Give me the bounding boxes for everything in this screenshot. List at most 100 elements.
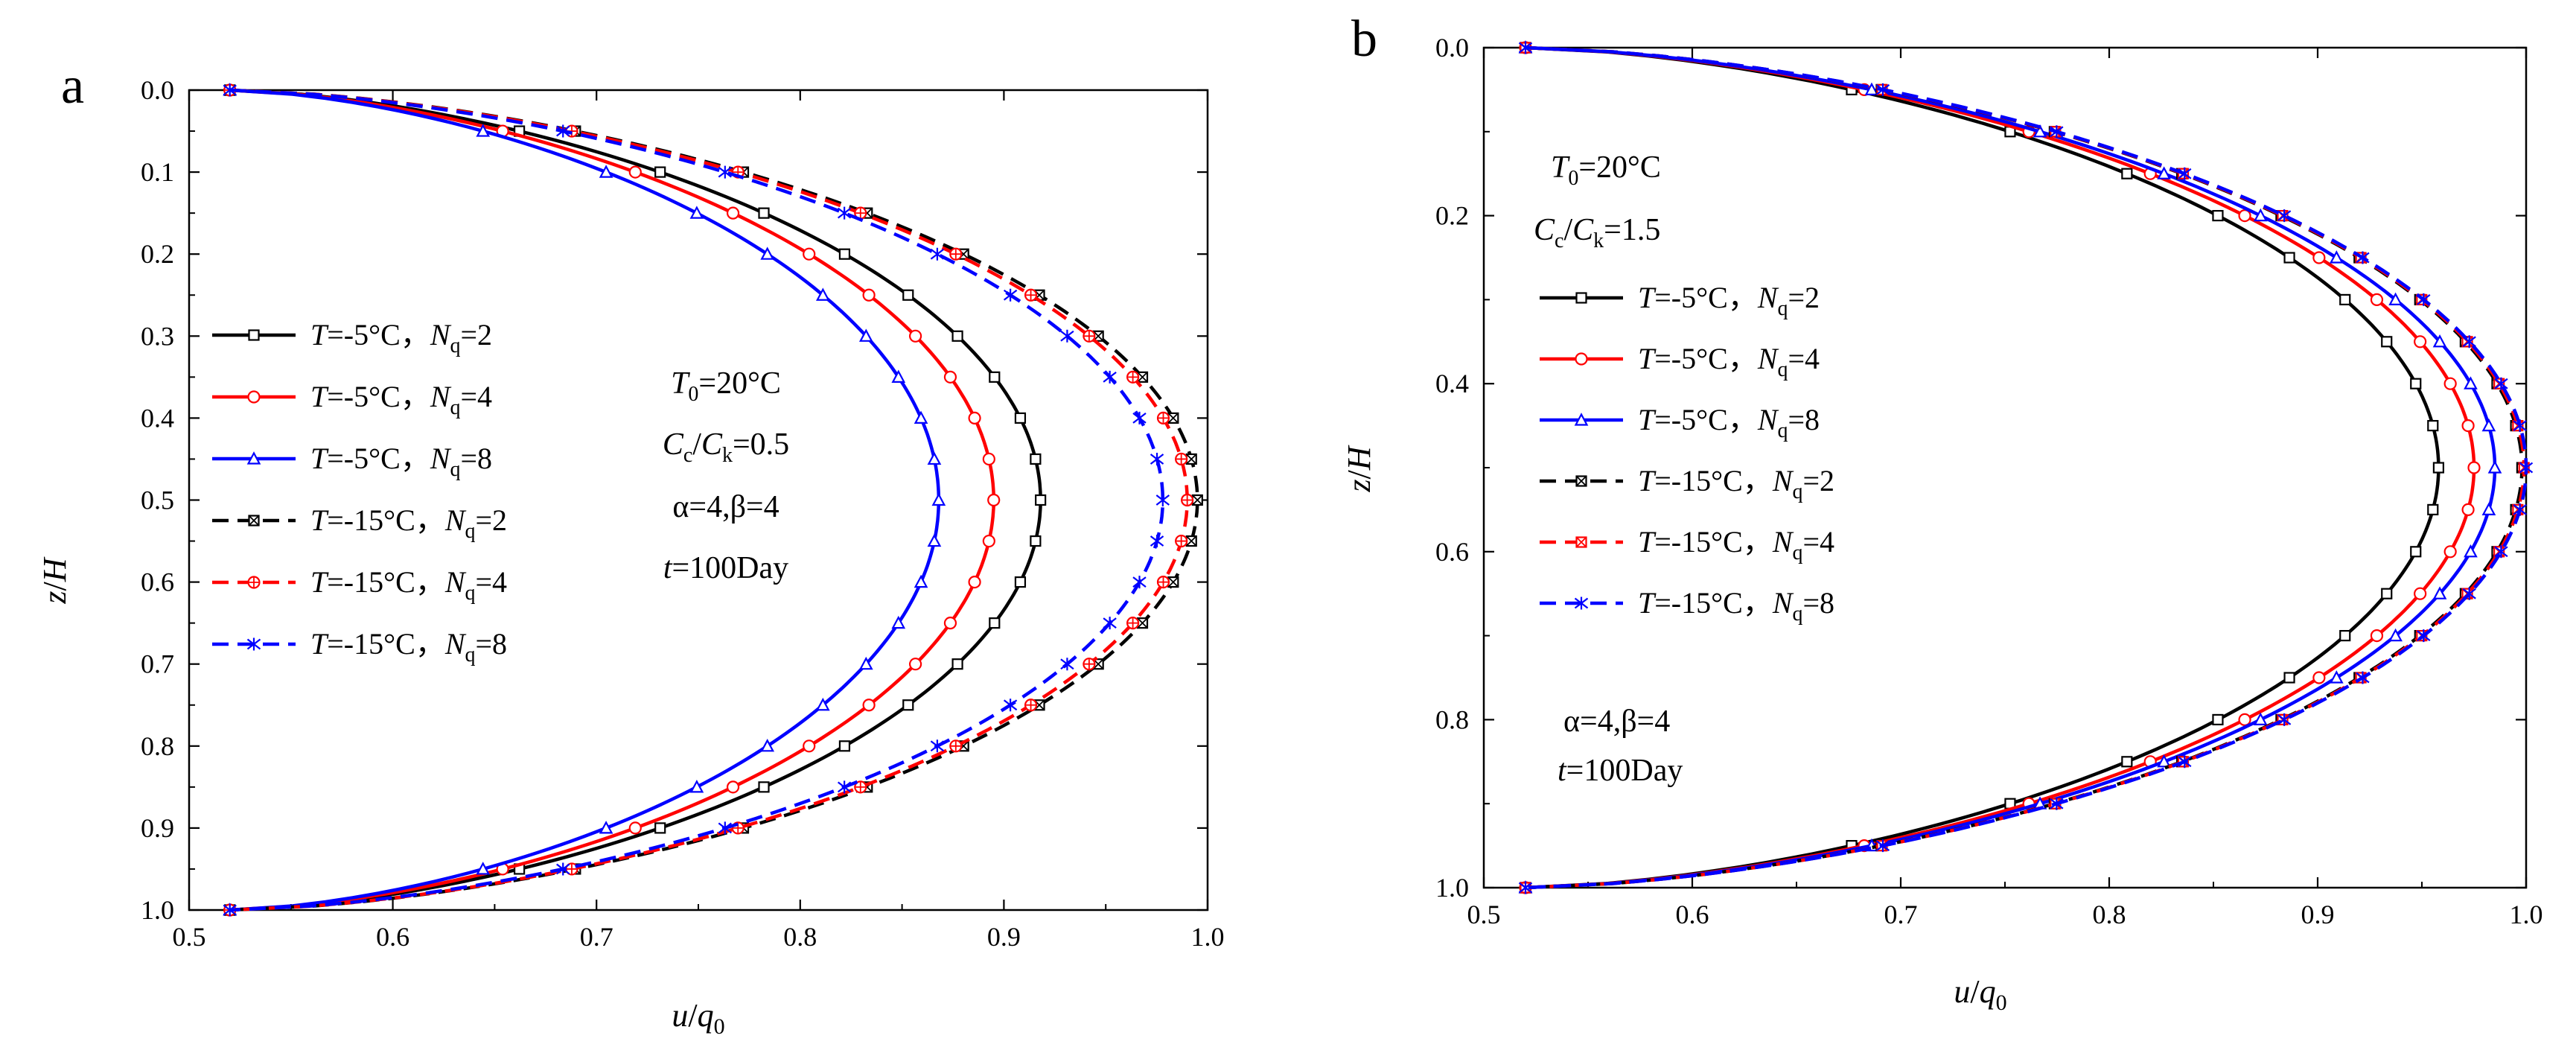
panel-a-legend-marker-4 <box>248 515 260 526</box>
panel-b-legend-marker-2 <box>1575 352 1588 366</box>
panel-b-series-6-point <box>2513 503 2527 516</box>
panel-b-series-3-point <box>2253 712 2268 726</box>
panel-a-series-6-point <box>1060 329 1074 343</box>
panel-a-series-2-point <box>982 534 995 548</box>
panel-a-series-6-point <box>1003 288 1018 302</box>
panel-a-series-6-point <box>556 862 570 876</box>
panel-a-series-1-point <box>758 781 770 793</box>
panel-b-series-3-point <box>2033 124 2047 138</box>
panel-b-series-1-point <box>2212 713 2224 726</box>
panel-b-legend-marker-3 <box>1574 413 1589 426</box>
panel-a-series-2-point <box>862 699 876 712</box>
panel-a-legend: T=-5°C，Nq=2 T=-5°C，Nq=4 T=-5°C，Nq=8 T=-15°C… <box>212 318 507 667</box>
panel-b-series-3-point <box>2432 586 2447 599</box>
panel-a-series-5-point <box>949 739 963 753</box>
panel-a-series-6 <box>223 83 1170 917</box>
panel-b-series-2-point <box>2414 335 2427 349</box>
panel-a-series-1-point <box>654 822 666 834</box>
panel-a-series-1-point <box>1030 535 1042 547</box>
panel-a-series-3-point <box>760 738 775 752</box>
panel-a-series-3-point <box>815 287 830 301</box>
panel-a-plot-area: 0.5 0.6 0.7 0.8 0.9 1.0 0.0 0.1 0.2 0.3 0.4 0.5 0.6 0… <box>141 75 1225 952</box>
panel-a-series-3-point <box>760 246 775 260</box>
panel-a-ratio-annotation: Cc/Ck=0.5 <box>663 427 789 467</box>
panel-a-legend-label-1: T=-5°C，Nq=2 <box>310 318 492 357</box>
panel-a-series-2-point <box>943 617 957 630</box>
panel-a-series-2-point <box>628 821 642 835</box>
panel-a-series-1-point <box>838 248 851 260</box>
panel-a-series-3-point <box>927 451 942 465</box>
panel-a-series-6-point <box>1103 370 1117 384</box>
panel-a-series-2-point <box>968 575 981 589</box>
panel-a-alpha-beta-annotation: α=4,β=4 <box>672 490 779 524</box>
panel-a-y-tick-label: 0.1 <box>141 157 174 187</box>
panel-b-series-1-point <box>2381 588 2393 599</box>
panel-a-series-1-line <box>229 88 1042 912</box>
panel-b-series-1-point <box>2427 419 2439 432</box>
panel-a-series-2-point <box>968 411 981 425</box>
panel-b-series-3-point <box>2329 670 2344 684</box>
panel-a-series-1-point <box>1035 494 1047 506</box>
panel-a-series-5-point <box>1181 493 1194 507</box>
panel-b-series-3-point <box>2329 250 2344 264</box>
panel-b-legend-label-1: T=-5°C，Nq=2 <box>1638 281 1820 320</box>
panel-b-series-6-point <box>2356 251 2370 264</box>
panel-a-series-6-point <box>223 903 237 917</box>
panel-a-series-6-point <box>223 83 237 97</box>
panel-a-series-4-point <box>1185 453 1197 465</box>
panel-a-series-6-point <box>1150 452 1164 465</box>
panel-b-y-tick-label: 0.8 <box>1435 704 1469 734</box>
panel-a-series-6-point <box>930 739 945 753</box>
panel-b-series-6-point <box>2178 167 2192 180</box>
panel-a-series-2-point <box>987 493 1001 507</box>
panel-a-y-axis-label: z/H <box>36 556 73 604</box>
panel-a-y-tick-label: 0.8 <box>141 731 174 761</box>
panel-b-series-3-point <box>2388 628 2403 642</box>
panel-a-legend-marker-6 <box>246 637 261 651</box>
panel-a-series-3-point <box>476 862 491 875</box>
panel-b-series-2-point <box>2312 671 2326 684</box>
panel-a-series-5-point <box>1156 575 1170 589</box>
panel-b-series-6-point <box>1875 83 1890 96</box>
panel-b-series-2-point <box>2370 293 2384 306</box>
panel-b-series-3-point <box>1864 82 1879 96</box>
panel-a-series-5-point <box>949 247 963 261</box>
panel-b-series-1-point <box>2381 336 2393 348</box>
panel-b-series-1-point <box>2427 503 2439 516</box>
panel-b-series-6-point <box>2178 755 2192 769</box>
panel-b-legend-label-4: T=-15°C，Nq=2 <box>1638 464 1834 503</box>
panel-b-series-6-point <box>1875 839 1890 853</box>
panel-b-series-6-point <box>2513 419 2527 433</box>
panel-a-series-4-point <box>1167 576 1179 588</box>
panel-a-legend-marker-5 <box>247 576 261 589</box>
panel-a-series-1-point <box>1014 412 1027 424</box>
panel-a-series-1-point <box>902 699 914 711</box>
panel-b: b 0.5 0.6 0.7 0.8 0.9 1.0 0.0 0.2 0.4 0.6 0.8 1.0 z… <box>1341 10 2543 1015</box>
panel-a-series-3-point <box>689 206 704 219</box>
panel-a-series-4-point <box>1185 535 1197 547</box>
panel-a-series-5-point <box>1175 452 1188 466</box>
panel-a-series-1-point <box>902 289 914 301</box>
panel-b-legend: T=-5°C，Nq=2 T=-5°C，Nq=4 T=-5°C，Nq=8 T=-15°C… <box>1540 281 1834 626</box>
panel-a-series-1-point <box>951 330 963 342</box>
panel-a-series-2-point <box>982 452 995 466</box>
panel-a-series-1-point <box>1014 576 1027 588</box>
panel-b-legend-label-5: T=-15°C，Nq=4 <box>1638 525 1834 564</box>
panel-a-series-2-point <box>803 739 816 753</box>
panel-a-series-5-point <box>1126 617 1140 630</box>
panel-b-x-tick-label: 0.5 <box>1467 900 1501 929</box>
panel-b-series-3-point <box>2481 418 2496 432</box>
panel-a-legend-label-3: T=-5°C，Nq=8 <box>310 442 492 481</box>
panel-a-series-5-point <box>854 780 867 794</box>
panel-a-annotations: T0=20°C Cc/Ck=0.5 α=4,β=4 t=100Day <box>663 366 789 585</box>
panel-b-series-6-point <box>2494 377 2508 390</box>
panel-b-series-2-point <box>2443 545 2457 559</box>
panel-b-series-2-point <box>2238 209 2251 223</box>
panel-a-y-tick-label: 0.3 <box>141 321 174 351</box>
panel-a-x-tick-label: 0.8 <box>783 922 817 952</box>
panel-b-series-3-point <box>2432 334 2447 348</box>
panel-b-series-6 <box>1518 41 2534 894</box>
panel-b-series-6-point <box>2494 545 2508 559</box>
panel-a-legend-label-5: T=-15°C，Nq=4 <box>310 565 507 605</box>
